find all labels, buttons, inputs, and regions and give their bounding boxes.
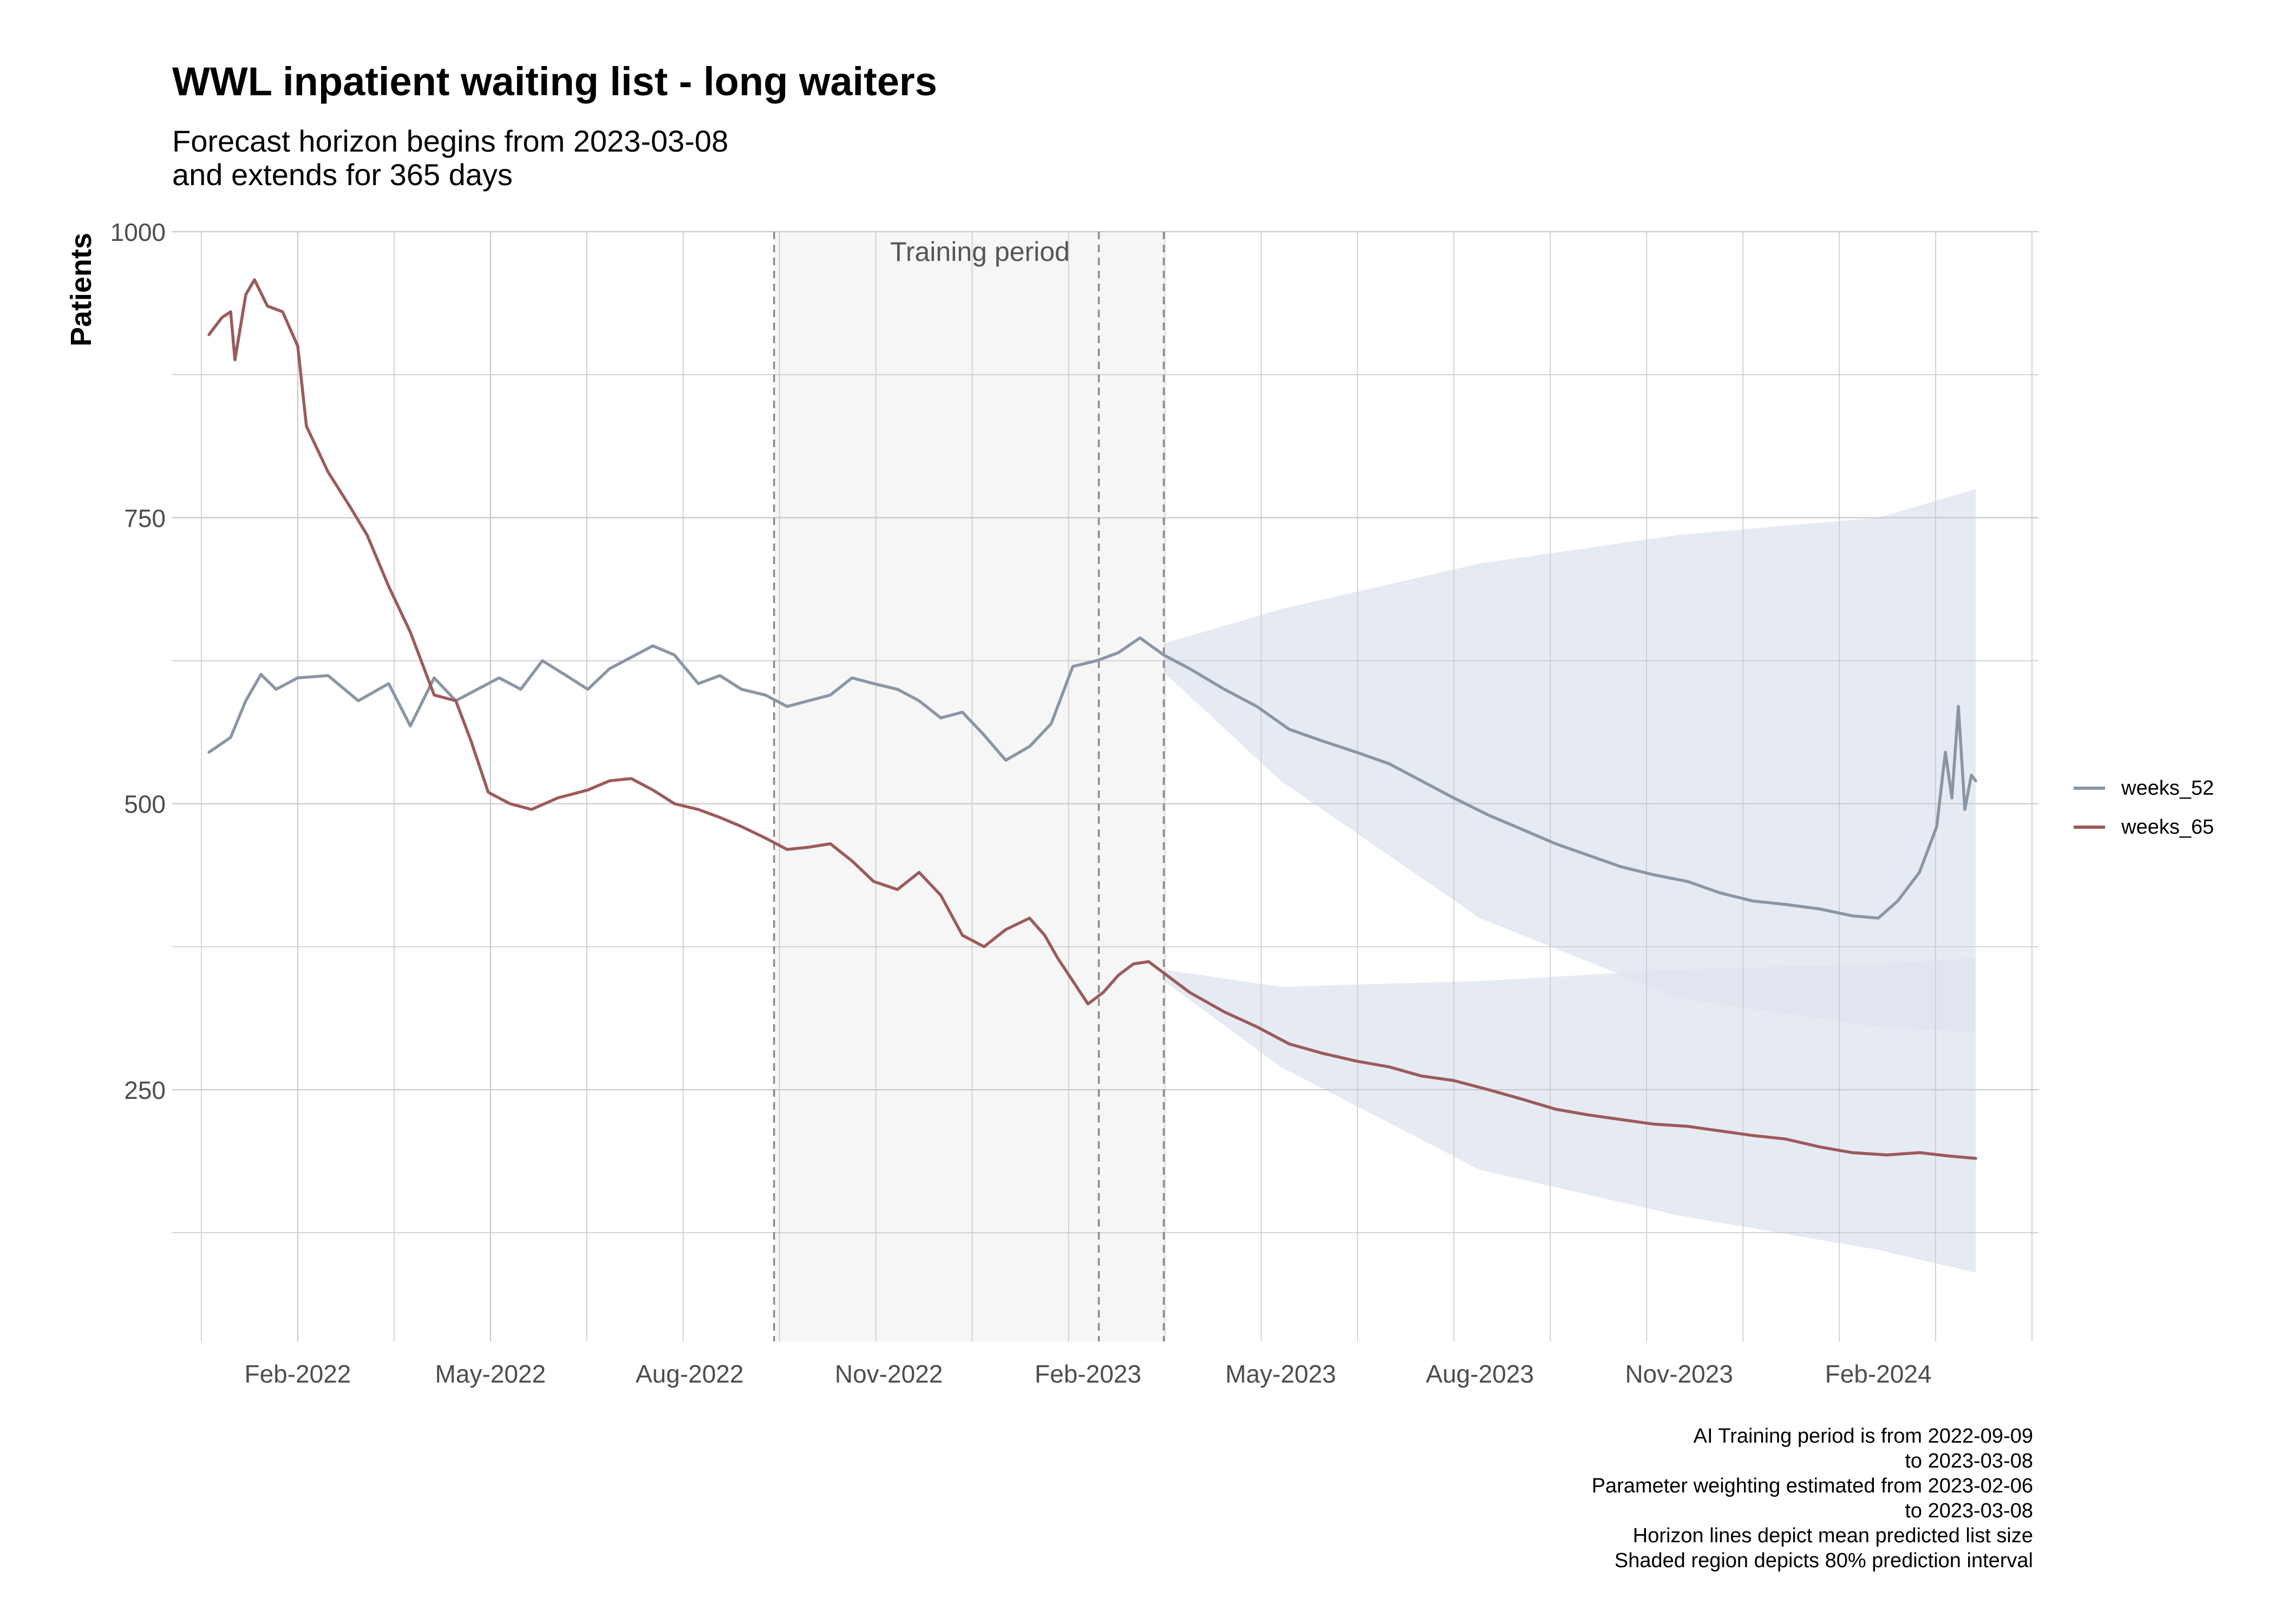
series-line-weeks-52 [207,636,1977,920]
forecast-band-weeks-52 [1164,489,1976,1033]
chart-subtitle-line-2: and extends for 365 days [172,158,513,192]
caption-line: Parameter weighting estimated from 2023-… [1591,1475,2033,1497]
caption-line: to 2023-03-08 [1905,1499,2033,1522]
forecast-bands [1164,489,1976,1273]
caption-line: to 2023-03-08 [1905,1450,2033,1472]
legend-key-weeks-52 [2074,787,2105,790]
caption-line: Horizon lines depict mean predicted list… [1632,1524,2033,1547]
legend-item-weeks-52: weeks_52 [2074,769,2214,808]
legend-key-weeks-65 [2074,826,2105,829]
y-tick-label: 500 [124,790,166,818]
y-tick-label: 250 [124,1076,166,1104]
x-tick-label: Feb-2022 [244,1360,351,1388]
grid-lines [172,231,2038,1341]
legend: weeks_52 weeks_65 [2074,769,2214,847]
legend-label-weeks-65: weeks_65 [2121,815,2214,839]
axes: 250 500 750 1000 Feb-2022 May-2022 Aug-2022 Nov… [110,218,1932,1388]
series-lines [207,278,1977,1160]
training-shade-layer [774,232,1164,1341]
x-tick-label: Aug-2022 [636,1360,744,1388]
training-period-shade [774,232,1164,1341]
forecast-band-weeks-65 [1164,958,1976,1273]
series-line-weeks-65 [207,278,1977,1160]
caption-line: AI Training period is from 2022-09-09 [1693,1425,2033,1448]
x-tick-label: Aug-2023 [1426,1360,1534,1388]
x-tick-label: Feb-2023 [1035,1360,1141,1388]
x-tick-label: May-2022 [435,1360,546,1388]
y-tick-label: 1000 [110,218,166,246]
x-tick-label: Nov-2022 [835,1360,943,1388]
y-tick-label: 750 [124,504,166,532]
y-axis-label: Patients [65,233,97,346]
x-tick-label: May-2023 [1225,1360,1336,1388]
legend-item-weeks-65: weeks_65 [2074,808,2214,847]
x-tick-label: Feb-2024 [1825,1360,1932,1388]
legend-label-weeks-52: weeks_52 [2121,776,2214,800]
chart-subtitle-line-1: Forecast horizon begins from 2023-03-08 [172,124,729,158]
caption-line: Shaded region depicts 80% prediction int… [1614,1549,2033,1572]
chart-title: WWL inpatient waiting list - long waiter… [172,59,937,104]
training-period-label: Training period [890,237,1070,267]
training-markers [773,232,1165,1341]
chart-caption: AI Training period is from 2022-09-09 to… [1592,1424,2033,1573]
x-tick-label: Nov-2023 [1625,1360,1733,1388]
